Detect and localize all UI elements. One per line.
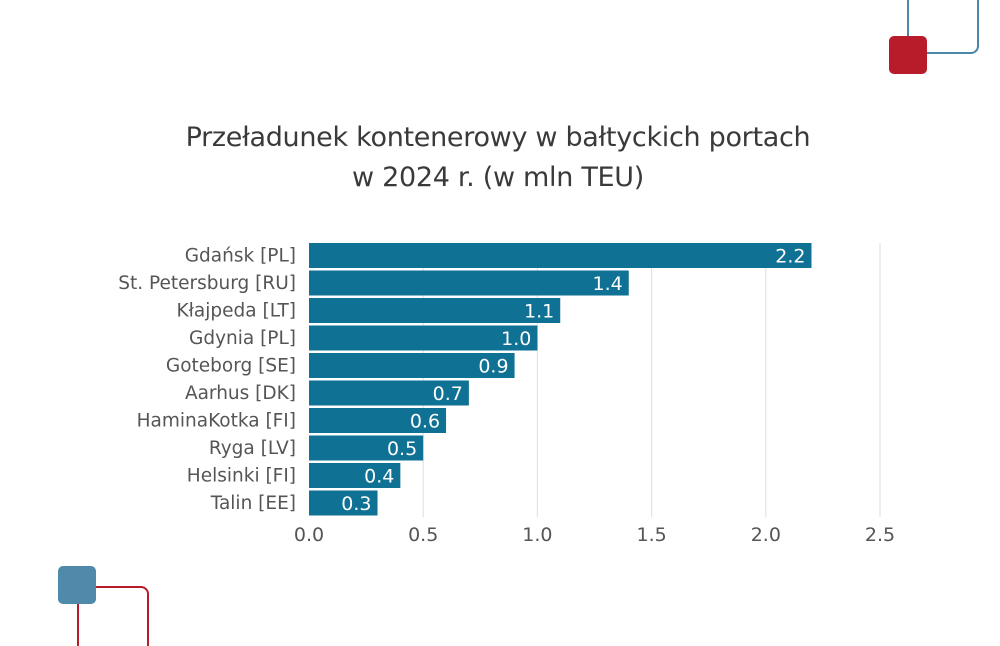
category-label: St. Petersburg [RU] <box>118 273 296 294</box>
x-tick-label: 1.0 <box>522 524 552 546</box>
bar-value-label: 1.4 <box>593 273 623 295</box>
bar-value-label: 1.1 <box>524 301 554 323</box>
category-label: Aarhus [DK] <box>185 383 296 404</box>
category-label: HaminaKotka [FI] <box>137 411 296 432</box>
decorative-frame-top-right <box>907 0 979 54</box>
bar-value-label: 0.6 <box>410 411 440 433</box>
decorative-square-blue <box>58 566 96 604</box>
bar <box>309 270 629 296</box>
category-label: Helsinki [FI] <box>187 466 296 487</box>
bar <box>309 463 401 488</box>
bar <box>309 298 561 323</box>
category-labels: Gdańsk [PL] St. Petersburg [RU] Kłajpeda [… <box>118 246 296 515</box>
bar-value-label: 2.2 <box>775 246 805 268</box>
x-tick-label: 2.0 <box>751 524 781 546</box>
category-label: Gdynia [PL] <box>189 328 296 349</box>
bar-value-label: 0.7 <box>433 383 463 405</box>
bar <box>309 490 378 516</box>
category-label: Kłajpeda [LT] <box>177 301 296 322</box>
bars: 2.2 1.4 1.1 1.0 0.9 0.7 0.6 0.5 0.4 0.3 <box>309 243 812 516</box>
bar <box>309 435 424 461</box>
bar <box>309 243 812 268</box>
decorative-frame-bottom-left <box>77 586 149 646</box>
category-label: Ryga [LV] <box>209 438 296 459</box>
chart-title-line-1: Przeładunek kontenerowy w bałtyckich por… <box>185 122 811 153</box>
bar-value-label: 0.3 <box>341 493 371 515</box>
category-label: Talin [EE] <box>210 493 296 514</box>
bar <box>309 408 447 433</box>
x-axis-tick-labels: 0.0 0.5 1.0 1.5 2.0 2.5 <box>294 524 895 546</box>
bar-chart: 2.2 1.4 1.1 1.0 0.9 0.7 0.6 0.5 0.4 0.3 Gdańsk [P… <box>118 243 895 546</box>
grid-lines <box>422 243 881 517</box>
chart-title-line-2: w 2024 r. (w mln TEU) <box>352 162 644 193</box>
bar <box>309 325 538 351</box>
category-label: Goteborg [SE] <box>166 356 296 377</box>
bar-value-label: 0.5 <box>387 438 417 460</box>
bar-value-label: 0.4 <box>364 466 394 488</box>
chart-title: Przeładunek kontenerowy w bałtyckich por… <box>100 118 896 198</box>
x-tick-label: 0.5 <box>408 524 438 546</box>
x-tick-label: 2.5 <box>865 524 895 546</box>
bar-value-label: 1.0 <box>501 328 531 350</box>
x-tick-label: 1.5 <box>636 524 666 546</box>
decorative-square-red <box>889 36 927 74</box>
bar <box>309 380 469 406</box>
bar <box>309 353 515 378</box>
bar-value-label: 0.9 <box>478 356 508 378</box>
x-tick-label: 0.0 <box>294 524 324 546</box>
category-label: Gdańsk [PL] <box>185 246 296 267</box>
